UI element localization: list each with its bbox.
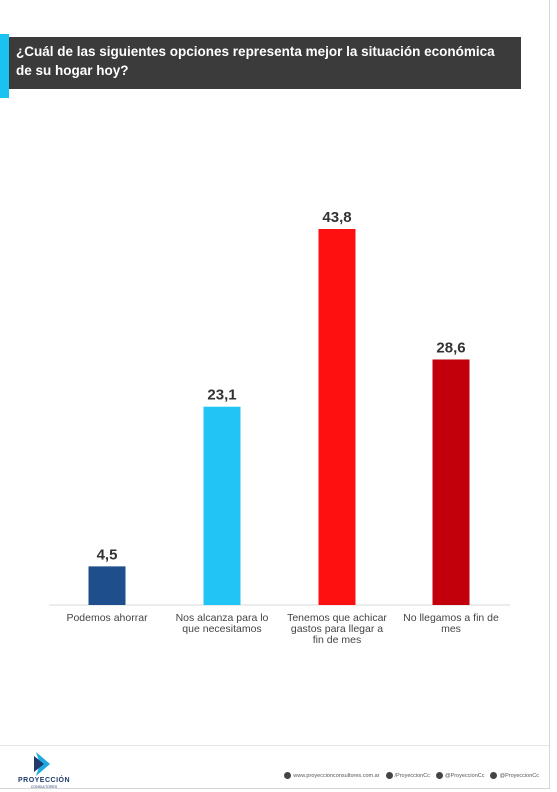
footer-link-twitter-text: @ProyeccionCc <box>444 772 485 779</box>
category-label-2: Nos alcanza para lo que necesitamos <box>176 612 269 635</box>
globe-icon <box>284 772 292 779</box>
footer-link-facebook-text: /ProyeccionCc <box>394 772 430 779</box>
category-label-line: mes <box>441 623 461 635</box>
footer-divider <box>0 745 549 746</box>
category-label-line: Nos alcanza para lo <box>176 612 269 624</box>
instagram-icon <box>490 772 498 779</box>
footer-link-instagram[interactable]: @ProyeccionCc <box>490 772 539 779</box>
bar-chart: 4,5 Podemos ahorrar 23,1 Nos alcanza para l… <box>49 209 510 646</box>
footer-links: www.proyeccionconsultores.com.ar /Proyec… <box>284 772 539 779</box>
footer-link-web-text: www.proyeccionconsultores.com.ar <box>293 772 380 779</box>
twitter-icon <box>435 772 443 779</box>
bar-4 <box>432 359 470 605</box>
proyeccion-logo: PROYECCIÓN CONSULTORES <box>14 750 74 789</box>
logo-name: PROYECCIÓN <box>17 777 71 784</box>
category-label-line: que necesitamos <box>182 623 261 635</box>
category-label-line: gastos para llegar a <box>291 623 383 635</box>
title-accent-bar <box>0 34 9 98</box>
footer-link-twitter[interactable]: @ProyeccionCc <box>435 772 485 779</box>
title-box: ¿Cuál de las siguientes opciones represe… <box>9 37 521 89</box>
logo-arrow-icon <box>34 752 50 776</box>
bar-3 <box>318 229 356 605</box>
logo-subtitle: CONSULTORES <box>30 785 58 789</box>
footer-link-facebook[interactable]: /ProyeccionCc <box>385 772 430 779</box>
footer-link-web[interactable]: www.proyeccionconsultores.com.ar <box>284 772 380 779</box>
bar-value-label-3: 43,8 <box>322 209 351 226</box>
facebook-icon <box>385 772 393 779</box>
category-label-line: fin de mes <box>313 634 361 646</box>
bar-1 <box>88 566 126 605</box>
category-label-line: Tenemos que achicar <box>287 612 387 624</box>
category-label-4: No llegamos a fin de mes <box>403 612 499 635</box>
category-label-line: Podemos ahorrar <box>66 612 148 624</box>
bar-value-label-1: 4,5 <box>97 546 118 563</box>
footer-link-instagram-text: @ProyeccionCc <box>499 772 539 779</box>
category-label-line: No llegamos a fin de <box>403 612 499 624</box>
category-label-1: Podemos ahorrar <box>66 612 148 624</box>
bar-value-label-2: 23,1 <box>207 387 236 404</box>
bar-value-label-4: 28,6 <box>436 339 465 356</box>
chart-title: ¿Cuál de las siguientes opciones represe… <box>16 44 495 78</box>
bar-2 <box>203 406 241 605</box>
